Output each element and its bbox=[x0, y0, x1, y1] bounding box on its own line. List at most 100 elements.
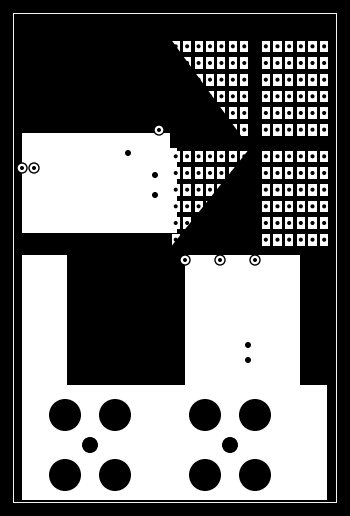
Bar bbox=[240, 201, 248, 212]
Circle shape bbox=[275, 44, 280, 49]
Bar bbox=[285, 201, 293, 212]
Bar bbox=[262, 57, 270, 69]
Circle shape bbox=[322, 94, 326, 99]
Bar bbox=[206, 74, 214, 86]
Circle shape bbox=[287, 154, 291, 158]
Bar bbox=[229, 57, 237, 69]
Bar bbox=[22, 133, 177, 233]
Circle shape bbox=[218, 258, 222, 262]
Circle shape bbox=[231, 221, 235, 225]
Bar bbox=[273, 57, 282, 69]
Circle shape bbox=[322, 188, 326, 192]
Bar bbox=[217, 201, 225, 212]
Circle shape bbox=[208, 238, 212, 241]
Circle shape bbox=[242, 221, 246, 225]
Circle shape bbox=[322, 44, 326, 49]
Circle shape bbox=[275, 111, 280, 115]
Bar bbox=[229, 201, 237, 212]
Bar bbox=[308, 40, 317, 52]
Circle shape bbox=[185, 221, 189, 225]
Bar bbox=[195, 234, 203, 246]
Bar bbox=[229, 90, 237, 102]
Bar bbox=[308, 151, 317, 162]
Circle shape bbox=[208, 61, 212, 65]
Circle shape bbox=[183, 258, 187, 262]
Circle shape bbox=[310, 44, 315, 49]
Bar bbox=[285, 74, 293, 86]
Circle shape bbox=[310, 204, 315, 208]
Circle shape bbox=[197, 188, 201, 191]
Circle shape bbox=[287, 188, 291, 192]
Bar bbox=[183, 124, 191, 136]
Bar bbox=[262, 40, 270, 52]
Bar bbox=[262, 74, 270, 86]
Circle shape bbox=[242, 154, 246, 158]
Bar bbox=[273, 40, 282, 52]
Circle shape bbox=[242, 204, 246, 208]
Circle shape bbox=[239, 399, 271, 431]
Bar bbox=[206, 234, 214, 246]
Bar bbox=[262, 201, 270, 212]
Circle shape bbox=[197, 171, 201, 175]
Bar bbox=[285, 107, 293, 119]
Circle shape bbox=[197, 94, 201, 99]
Circle shape bbox=[231, 94, 235, 99]
Bar bbox=[308, 201, 317, 212]
Bar bbox=[229, 184, 237, 196]
Bar bbox=[183, 167, 191, 179]
Circle shape bbox=[253, 258, 257, 262]
Circle shape bbox=[208, 78, 212, 82]
Circle shape bbox=[310, 171, 315, 175]
Circle shape bbox=[174, 111, 178, 115]
Circle shape bbox=[185, 127, 189, 132]
Circle shape bbox=[264, 77, 268, 82]
Circle shape bbox=[219, 111, 223, 115]
Bar bbox=[22, 385, 327, 500]
Bar bbox=[308, 57, 317, 69]
Circle shape bbox=[174, 171, 178, 175]
Bar bbox=[195, 90, 203, 102]
Circle shape bbox=[322, 77, 326, 82]
Bar bbox=[320, 74, 328, 86]
Bar bbox=[262, 124, 270, 136]
Circle shape bbox=[275, 94, 280, 99]
Circle shape bbox=[242, 171, 246, 175]
Circle shape bbox=[310, 94, 315, 99]
Circle shape bbox=[185, 44, 189, 49]
Circle shape bbox=[299, 188, 303, 192]
Bar bbox=[273, 124, 282, 136]
Circle shape bbox=[174, 61, 178, 65]
Circle shape bbox=[299, 171, 303, 175]
Circle shape bbox=[264, 127, 268, 132]
Bar bbox=[195, 107, 203, 119]
Circle shape bbox=[17, 163, 27, 173]
Bar bbox=[297, 234, 305, 246]
Bar bbox=[206, 124, 214, 136]
Circle shape bbox=[239, 459, 271, 491]
Circle shape bbox=[299, 77, 303, 82]
Bar bbox=[308, 167, 317, 179]
Circle shape bbox=[287, 44, 291, 49]
Circle shape bbox=[287, 77, 291, 82]
Circle shape bbox=[219, 154, 223, 158]
Circle shape bbox=[231, 188, 235, 191]
Circle shape bbox=[322, 61, 326, 65]
Circle shape bbox=[275, 77, 280, 82]
Bar bbox=[195, 167, 203, 179]
Circle shape bbox=[208, 204, 212, 208]
Circle shape bbox=[185, 61, 189, 65]
Bar bbox=[273, 74, 282, 86]
Circle shape bbox=[310, 111, 315, 115]
Bar bbox=[217, 151, 225, 162]
Bar bbox=[285, 40, 293, 52]
Bar bbox=[285, 124, 293, 136]
Circle shape bbox=[32, 166, 36, 170]
Bar bbox=[297, 107, 305, 119]
Circle shape bbox=[208, 94, 212, 99]
Bar bbox=[297, 201, 305, 212]
Circle shape bbox=[310, 127, 315, 132]
Bar bbox=[297, 184, 305, 196]
Circle shape bbox=[185, 204, 189, 208]
Bar bbox=[172, 234, 180, 246]
Bar bbox=[285, 234, 293, 246]
